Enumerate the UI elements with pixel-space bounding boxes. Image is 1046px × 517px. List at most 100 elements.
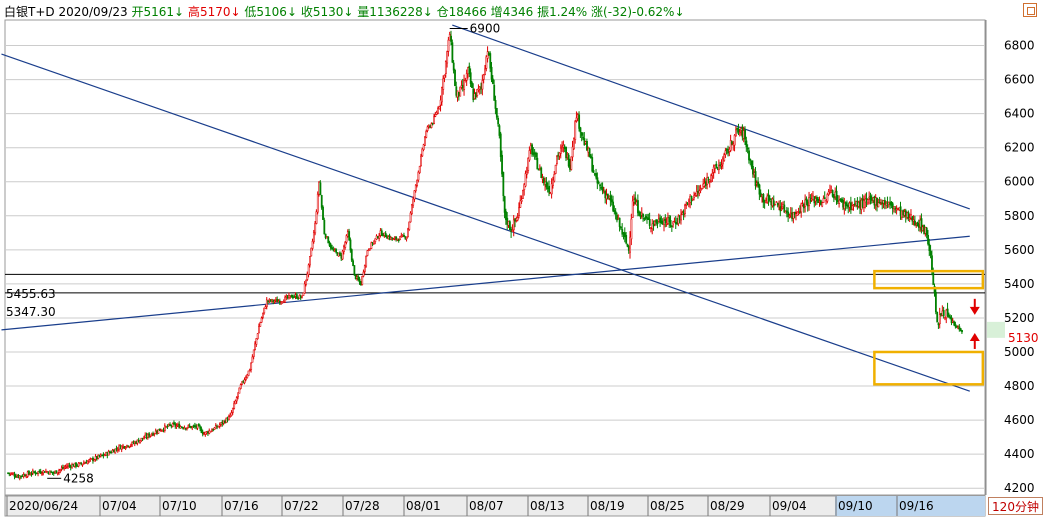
candle-body bbox=[407, 228, 409, 238]
candle-body bbox=[335, 249, 337, 253]
candle-body bbox=[656, 222, 659, 225]
candle-body bbox=[41, 473, 43, 475]
candle-body bbox=[640, 212, 643, 216]
candle-body bbox=[531, 144, 534, 155]
candle-body bbox=[420, 155, 422, 167]
candle-body bbox=[863, 200, 865, 208]
candle-body bbox=[787, 211, 790, 217]
x-tick-label: 08/29 bbox=[710, 499, 745, 513]
candle-body bbox=[438, 106, 441, 110]
candle-body bbox=[259, 322, 262, 327]
candle-body bbox=[130, 444, 132, 447]
candle-body bbox=[312, 231, 315, 243]
candle-body bbox=[260, 317, 263, 323]
period-selector[interactable]: 120分钟 bbox=[988, 497, 1043, 515]
candle-body bbox=[13, 474, 16, 477]
candle-body bbox=[434, 114, 437, 117]
candle-body bbox=[626, 243, 629, 247]
candle-body bbox=[718, 165, 720, 170]
candle-body bbox=[374, 238, 377, 242]
candle-body bbox=[501, 154, 503, 175]
window-toggle-icon[interactable] bbox=[1023, 3, 1037, 17]
candle-body bbox=[157, 429, 160, 434]
candle-body bbox=[56, 471, 59, 474]
x-axis-highlight bbox=[835, 496, 985, 516]
y-tick-label: 6000 bbox=[1004, 175, 1035, 189]
volume-value: 1136228 bbox=[369, 5, 423, 19]
candle-body bbox=[891, 203, 894, 209]
candle-body bbox=[230, 412, 233, 417]
chg-value: (-32)-0.62% bbox=[603, 5, 675, 19]
candle-body bbox=[492, 78, 494, 84]
candle-body bbox=[439, 99, 442, 106]
candle-body bbox=[554, 164, 557, 174]
candle-body bbox=[403, 235, 405, 237]
candle-body bbox=[143, 437, 145, 440]
candle-body bbox=[552, 179, 554, 186]
candle-body bbox=[115, 448, 118, 450]
candle-body bbox=[527, 157, 530, 171]
amp-value: 1.24% bbox=[549, 5, 588, 19]
instrument-name: 白银T+D bbox=[4, 5, 55, 19]
candle-body bbox=[508, 221, 511, 231]
candle-body bbox=[523, 184, 526, 191]
candle-body bbox=[767, 194, 770, 201]
candle-body bbox=[391, 237, 394, 240]
candle-body bbox=[329, 244, 332, 249]
candle-body bbox=[525, 171, 528, 175]
x-tick-label: 2020/06/24 bbox=[9, 499, 78, 513]
candle-body bbox=[358, 278, 361, 283]
candle-body bbox=[844, 202, 847, 207]
candle-body bbox=[797, 212, 800, 215]
candle-body bbox=[616, 214, 618, 221]
candle-body bbox=[171, 423, 174, 427]
y-tick-label: 6600 bbox=[1004, 73, 1035, 87]
candle-body bbox=[191, 426, 194, 429]
candle-body bbox=[481, 80, 484, 90]
x-tick-label: 08/13 bbox=[530, 499, 565, 513]
candle-body bbox=[876, 198, 878, 207]
candle-body bbox=[262, 312, 264, 318]
candle-body bbox=[668, 217, 671, 223]
candle-body bbox=[748, 150, 750, 161]
candle-body bbox=[498, 125, 501, 136]
candle-body bbox=[610, 199, 613, 203]
candle-body bbox=[59, 469, 62, 471]
candle-body bbox=[613, 210, 616, 212]
candle-body bbox=[776, 202, 779, 206]
candle-body bbox=[769, 198, 771, 200]
candle-body bbox=[204, 431, 207, 435]
candle-body bbox=[380, 230, 383, 236]
candle-body bbox=[936, 311, 939, 323]
candle-body bbox=[757, 181, 760, 187]
candle-body bbox=[28, 471, 30, 475]
candle-body bbox=[175, 425, 178, 428]
candle-body bbox=[200, 428, 203, 434]
candle-body bbox=[833, 195, 835, 199]
inc-value: 4346 bbox=[502, 5, 534, 19]
candle-body bbox=[710, 175, 713, 182]
candle-body bbox=[369, 248, 371, 251]
candle-body bbox=[677, 215, 680, 224]
candle-body bbox=[914, 220, 916, 226]
candle-body bbox=[344, 242, 347, 248]
candle-body bbox=[519, 200, 522, 208]
candle-body bbox=[852, 205, 855, 207]
candle-body bbox=[416, 179, 419, 186]
candle-body bbox=[255, 338, 258, 345]
candle-body bbox=[365, 255, 368, 267]
candle-body bbox=[567, 154, 570, 167]
arrow-head bbox=[969, 332, 980, 341]
candle-body bbox=[315, 211, 318, 224]
candle-body bbox=[639, 215, 642, 218]
candle-body bbox=[749, 159, 752, 161]
candle-body bbox=[174, 423, 177, 427]
candle-body bbox=[659, 217, 662, 223]
candle-body bbox=[774, 203, 777, 206]
candle-body bbox=[497, 117, 500, 125]
candle-body bbox=[550, 183, 553, 195]
candle-body bbox=[463, 80, 466, 90]
candle-body bbox=[468, 65, 471, 74]
arrow-up-icon bbox=[969, 332, 980, 349]
